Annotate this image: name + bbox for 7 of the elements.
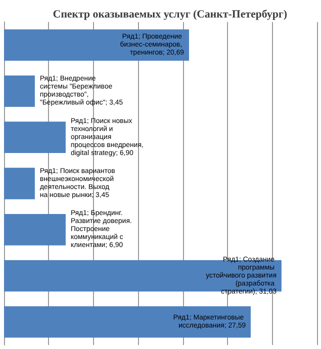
bar xyxy=(4,29,190,61)
bar xyxy=(4,76,35,107)
chart-title: Спектр оказываемых услуг (Санкт-Петербург) xyxy=(52,8,288,20)
bar xyxy=(4,122,66,154)
bar xyxy=(4,168,35,200)
bar xyxy=(4,214,66,246)
bar xyxy=(4,306,251,338)
